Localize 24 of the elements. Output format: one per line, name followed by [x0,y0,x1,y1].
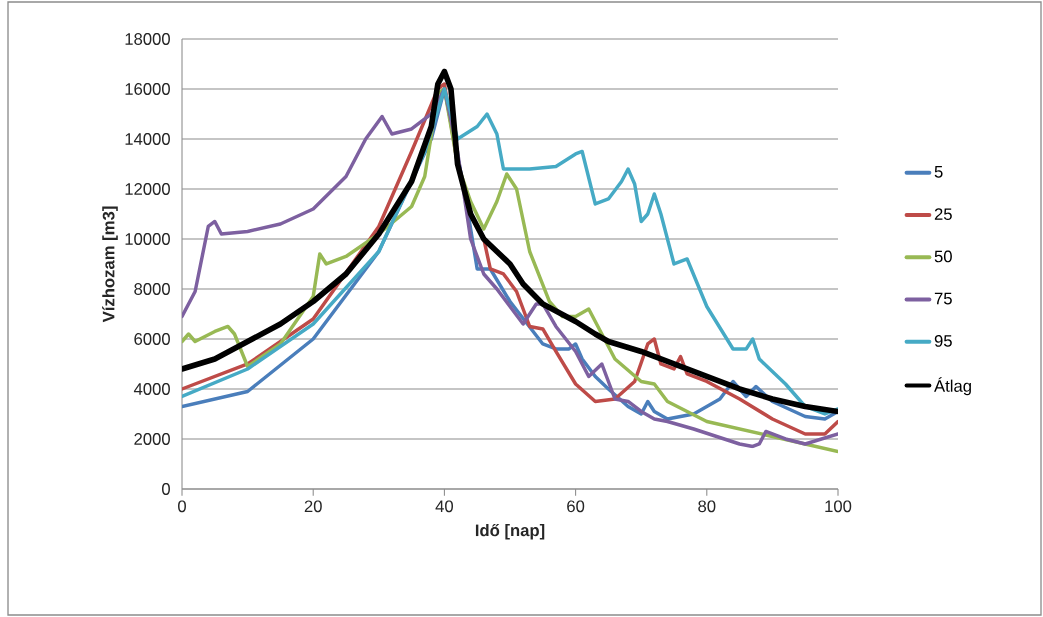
y-tick-label: 10000 [125,233,170,245]
y-tick-label: 2000 [134,433,170,445]
x-tick-label: 100 [825,500,852,513]
legend-label: 50 [934,250,952,263]
y-tick-label: 8000 [134,283,170,295]
x-tick-label: 20 [304,500,322,513]
x-tick-label: 40 [435,500,454,513]
y-tick-label: 6000 [134,333,170,345]
legend-label: 5 [934,166,943,178]
y-tick-label: 14000 [125,133,170,145]
legend-label: 25 [934,208,952,221]
y-tick-label: 16000 [125,83,170,95]
y-tick-label: 0 [162,483,170,495]
y-tick-label: 4000 [133,383,170,395]
legend-label: 95 [934,334,952,347]
y-axis-title: Vízhozam [m3] [102,206,118,323]
x-tick-label: 60 [567,500,585,513]
y-tick-label: 12000 [125,183,170,195]
y-tick-label: 18000 [125,33,170,45]
legend-label: 75 [934,292,952,305]
x-tick-label: 80 [698,500,716,513]
x-tick-label: 0 [178,500,186,513]
x-axis-title: Idő [nap] [475,523,545,540]
legend-label: Átlag [934,377,971,396]
